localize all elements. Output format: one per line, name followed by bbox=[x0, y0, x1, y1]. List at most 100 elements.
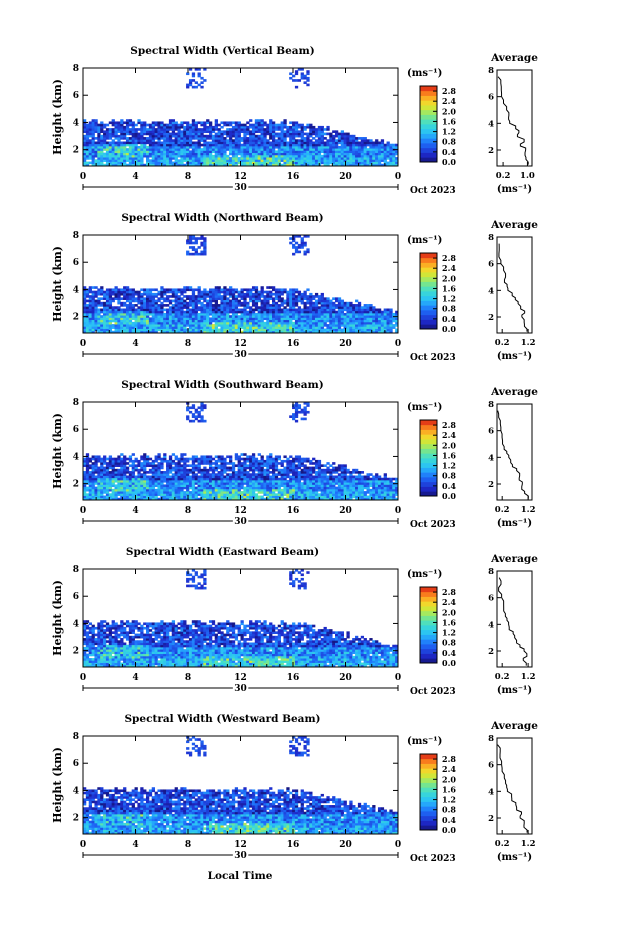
heatmap-cell bbox=[188, 154, 193, 158]
heatmap-cell bbox=[97, 290, 101, 294]
heatmap-cell bbox=[151, 330, 155, 334]
heatmap-cell bbox=[177, 310, 181, 314]
heatmap-cell bbox=[249, 139, 253, 142]
heatmap-cell bbox=[309, 299, 313, 303]
heatmap-cell bbox=[303, 152, 307, 156]
heatmap-cell bbox=[194, 415, 198, 418]
heatmap-cell bbox=[117, 468, 121, 472]
heatmap-cell bbox=[180, 497, 184, 501]
heatmap-cell bbox=[352, 145, 356, 149]
heatmap-cell bbox=[123, 482, 127, 485]
heatmap-cell bbox=[123, 148, 127, 151]
heatmap-cell bbox=[343, 139, 347, 142]
heatmap-cell bbox=[174, 330, 178, 334]
heatmap-cell bbox=[183, 141, 187, 145]
heatmap-cell bbox=[306, 157, 310, 160]
heatmap-cell bbox=[289, 317, 293, 321]
x-tick-label: 16 bbox=[287, 172, 300, 182]
heatmap-cell bbox=[108, 464, 113, 467]
heatmap-cell bbox=[209, 292, 213, 296]
heatmap-cell bbox=[234, 297, 239, 300]
heatmap-cell bbox=[289, 157, 293, 160]
heatmap-cell bbox=[194, 315, 198, 318]
heatmap-cell bbox=[306, 150, 310, 154]
heatmap-cell bbox=[277, 161, 281, 165]
heatmap-cell bbox=[366, 321, 370, 325]
heatmap-cell bbox=[177, 486, 181, 490]
heatmap-cell bbox=[346, 315, 350, 318]
heatmap-cell bbox=[180, 141, 184, 145]
heatmap-cell bbox=[177, 163, 181, 167]
heatmap-cell bbox=[123, 475, 127, 479]
heatmap-cell bbox=[151, 310, 155, 314]
heatmap-cell bbox=[214, 328, 218, 332]
heatmap-cell bbox=[389, 154, 393, 158]
heatmap-cell bbox=[168, 471, 173, 474]
heatmap-cell bbox=[117, 477, 121, 481]
heatmap-cell bbox=[355, 312, 359, 316]
heatmap-cell bbox=[246, 321, 250, 325]
heatmap-cell bbox=[91, 295, 95, 298]
heatmap-cell bbox=[346, 139, 350, 142]
heatmap-cell bbox=[177, 468, 181, 472]
heatmap-cell bbox=[360, 328, 365, 332]
heatmap-cell bbox=[160, 128, 164, 131]
heatmap-cell bbox=[251, 152, 256, 156]
heatmap-cell bbox=[83, 137, 87, 140]
heatmap-cell bbox=[306, 134, 310, 138]
heatmap-cell bbox=[249, 123, 253, 127]
heatmap-cell bbox=[146, 488, 150, 492]
heatmap-cell bbox=[375, 154, 379, 158]
heatmap-cell bbox=[120, 159, 124, 162]
heatmap-cell bbox=[251, 297, 256, 300]
heatmap-cell bbox=[309, 319, 313, 323]
heatmap-cell bbox=[309, 310, 313, 314]
heatmap-cell bbox=[146, 328, 150, 332]
heatmap-cell bbox=[249, 308, 253, 312]
heatmap-cell bbox=[120, 488, 124, 492]
heatmap-cell bbox=[128, 148, 133, 151]
heatmap-cell bbox=[300, 137, 304, 140]
heatmap-cell bbox=[131, 471, 135, 474]
heatmap-cell bbox=[246, 157, 250, 160]
heatmap-cell bbox=[197, 148, 201, 151]
heatmap-cell bbox=[209, 145, 213, 149]
heatmap-cell bbox=[148, 464, 153, 467]
heatmap-cell bbox=[137, 152, 141, 156]
heatmap-cell bbox=[309, 317, 313, 321]
heatmap-cell bbox=[105, 462, 110, 465]
heatmap-cell bbox=[309, 297, 313, 300]
heatmap-cell bbox=[157, 163, 161, 167]
heatmap-cell bbox=[91, 119, 95, 122]
heatmap-cell bbox=[294, 128, 299, 131]
heatmap-cell bbox=[83, 290, 87, 294]
heatmap-cell bbox=[140, 330, 144, 334]
heatmap-cell bbox=[306, 299, 310, 303]
heatmap-cell bbox=[380, 148, 385, 151]
heatmap-cell bbox=[88, 145, 92, 149]
heatmap-cell bbox=[154, 128, 158, 131]
heatmap-cell bbox=[246, 326, 250, 329]
colorbar-segment bbox=[420, 105, 437, 111]
heatmap-cell bbox=[117, 125, 121, 129]
heatmap-cell bbox=[146, 308, 150, 312]
heatmap-cell bbox=[137, 319, 141, 323]
heatmap-cell bbox=[188, 143, 193, 147]
heatmap-cell bbox=[283, 134, 287, 138]
heatmap-cell bbox=[269, 137, 273, 140]
heatmap-cell bbox=[231, 130, 236, 133]
heatmap-cell bbox=[203, 288, 207, 292]
heatmap-cell bbox=[274, 295, 279, 298]
heatmap-cell bbox=[100, 493, 104, 496]
heatmap-cell bbox=[200, 459, 204, 463]
heatmap-cell bbox=[171, 319, 176, 323]
heatmap-cell bbox=[151, 148, 155, 151]
heatmap-cell bbox=[140, 150, 144, 154]
heatmap-cell bbox=[191, 128, 196, 131]
heatmap-cell bbox=[269, 324, 273, 327]
heatmap-cell bbox=[340, 301, 344, 305]
heatmap-cell bbox=[372, 145, 376, 149]
heatmap-cell bbox=[317, 301, 322, 305]
heatmap-cell bbox=[88, 154, 92, 158]
heatmap-cell bbox=[163, 297, 167, 300]
